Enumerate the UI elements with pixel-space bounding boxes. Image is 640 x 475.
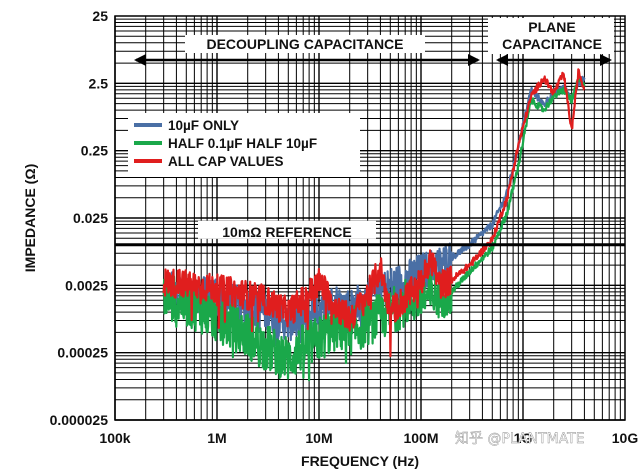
reference-label-background xyxy=(198,220,376,239)
y-tick-label: 2.5 xyxy=(89,75,109,91)
series-line-2 xyxy=(162,68,585,358)
x-tick-label: 10M xyxy=(305,430,332,446)
x-tick-label: 100M xyxy=(403,430,438,446)
decoupling-label-background xyxy=(185,35,425,53)
plane-label-line2: CAPACITANCE xyxy=(502,36,602,52)
y-tick-label: 0.00025 xyxy=(57,345,108,361)
plot-frame xyxy=(114,15,626,421)
y-axis-title: IMPEDANCE (Ω) xyxy=(22,164,38,272)
y-tick-label: 0.25 xyxy=(81,143,108,159)
annotation-layer: DECOUPLING CAPACITANCE PLANE CAPACITANCE xyxy=(134,18,614,66)
plane-label-line1: PLANE xyxy=(528,19,575,35)
y-tick-label: 0.025 xyxy=(73,210,108,226)
legend-label-0: 10µF ONLY xyxy=(168,118,239,133)
reference-layer: 10mΩ REFERENCE xyxy=(115,220,625,247)
plane-arrow-left-head xyxy=(496,54,508,66)
tick-labels: 100k 1M 10M 100M 1G 10G 25 2.5 0.25 0.025 0.0025 0.… xyxy=(50,8,639,446)
series-layer xyxy=(162,68,586,382)
y-tick-label: 0.0025 xyxy=(65,277,108,293)
legend: 10µF ONLY HALF 0.1µF HALF 10µF ALL CAP VAL… xyxy=(128,113,360,177)
legend-background xyxy=(128,113,360,177)
x-tick-label: 1G xyxy=(514,430,533,446)
x-axis-title: FREQUENCY (Hz) xyxy=(301,453,419,469)
decoupling-label: DECOUPLING CAPACITANCE xyxy=(206,36,403,52)
y-tick-label: 25 xyxy=(92,8,108,24)
series-line-1 xyxy=(162,77,586,382)
decoupling-arrow-right-head xyxy=(468,54,480,66)
y-tick-label: 0.000025 xyxy=(50,412,109,428)
legend-label-2: ALL CAP VALUES xyxy=(168,154,284,169)
decoupling-arrow-left-head xyxy=(134,54,146,66)
watermark: 知乎 @PLANTMATE xyxy=(455,430,585,447)
plane-label-background xyxy=(488,18,614,54)
plane-arrow-right-head xyxy=(600,54,612,66)
legend-label-1: HALF 0.1µF HALF 10µF xyxy=(168,136,317,151)
reference-label: 10mΩ REFERENCE xyxy=(222,224,351,240)
x-tick-label: 1M xyxy=(207,430,226,446)
x-tick-label: 10G xyxy=(612,430,639,446)
x-tick-label: 100k xyxy=(99,430,130,446)
